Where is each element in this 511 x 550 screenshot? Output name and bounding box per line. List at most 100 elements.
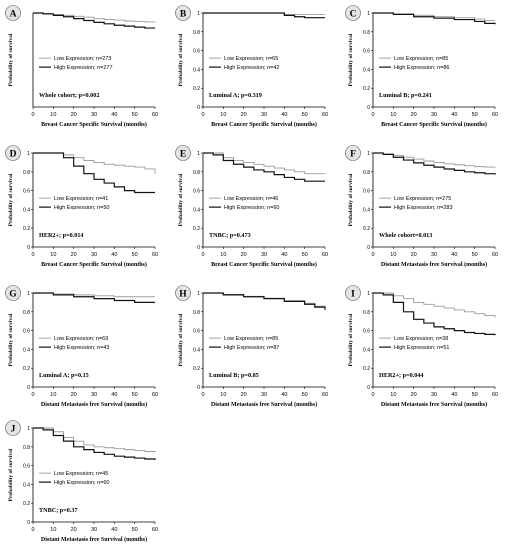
legend-entry: Low Expression; n=275 (394, 196, 451, 202)
legend-entry: Low Expression; n=38 (394, 336, 448, 342)
x-tick-label: 0 (201, 252, 204, 258)
panel-annotation: Luminal A; p=0.15 (39, 372, 89, 379)
low-expression-curve (373, 292, 496, 318)
legend-entry: Low Expression; n=69 (54, 336, 108, 342)
x-tick-label: 60 (322, 392, 328, 398)
panel-letter: E (180, 150, 186, 160)
y-tick-label: 1 (367, 11, 370, 17)
x-tick-label: 60 (492, 392, 498, 398)
x-tick-label: 30 (261, 252, 267, 258)
high-expression-curve (203, 292, 326, 310)
y-tick-label: 0.4 (363, 347, 370, 353)
y-tick-label: 1 (367, 291, 370, 297)
y-axis-label: Probability of survival (348, 173, 354, 226)
y-tick-label: 0 (367, 105, 370, 111)
y-tick-label: 1 (367, 151, 370, 157)
y-tick-label: 0.6 (23, 189, 30, 195)
x-tick-label: 50 (132, 527, 138, 533)
legend-entry: Low Expression; n=41 (54, 196, 108, 202)
x-tick-label: 10 (50, 527, 56, 533)
panel-letter: F (350, 150, 356, 160)
low-expression-curve (33, 427, 156, 453)
legend-entry: High Expression; n=277 (54, 65, 113, 71)
x-tick-label: 50 (472, 252, 478, 258)
x-axis-label: Breast Cancer Specific Survival (months) (381, 121, 487, 128)
low-expression-curve (203, 292, 326, 309)
y-tick-label: 0 (367, 385, 370, 391)
x-tick-label: 0 (31, 252, 34, 258)
x-tick-label: 0 (371, 392, 374, 398)
x-axis-label: Distant Metastasis free Survival (months… (381, 261, 487, 268)
legend-entry: Low Expression; n=46 (224, 196, 278, 202)
y-axis-label: Probability of survival (178, 313, 184, 366)
panel-badge (175, 285, 191, 301)
x-tick-label: 30 (91, 252, 97, 258)
x-axis-label: Distant Metastasis free Survival (months… (41, 536, 147, 543)
x-tick-label: 0 (31, 392, 34, 398)
y-tick-label: 0.6 (363, 329, 370, 335)
y-tick-label: 0.8 (23, 310, 30, 316)
x-tick-label: 10 (220, 392, 226, 398)
y-tick-label: 0.2 (363, 226, 370, 232)
panel-letter: C (350, 10, 357, 20)
y-tick-label: 0.2 (23, 501, 30, 507)
x-tick-label: 30 (431, 112, 437, 118)
x-tick-label: 60 (322, 252, 328, 258)
x-tick-label: 20 (71, 112, 77, 118)
x-tick-label: 50 (302, 112, 308, 118)
high-expression-curve (33, 427, 156, 460)
x-tick-label: 30 (431, 252, 437, 258)
y-tick-label: 0.6 (363, 49, 370, 55)
x-tick-label: 60 (152, 527, 158, 533)
y-tick-label: 0.2 (23, 366, 30, 372)
panel-annotation: Luminal B; p=0.241 (379, 92, 432, 99)
y-tick-label: 0.2 (193, 226, 200, 232)
panel-badge (5, 285, 21, 301)
x-tick-label: 10 (50, 252, 56, 258)
y-tick-label: 1 (27, 291, 30, 297)
x-tick-label: 10 (220, 112, 226, 118)
panel-letter: I (351, 290, 355, 300)
x-tick-label: 10 (390, 392, 396, 398)
x-tick-label: 30 (431, 392, 437, 398)
x-tick-label: 10 (390, 112, 396, 118)
x-tick-label: 50 (132, 112, 138, 118)
km-panel-f: 0 10 20 30 40 50 60 0 0.2 0.4 0.6 0.8 1 Low Expressio… (345, 145, 498, 268)
km-panel-h: 0 10 20 30 40 50 60 0 0.2 0.4 0.6 0.8 1 Low Expressio… (175, 285, 328, 408)
y-tick-label: 0.4 (23, 347, 30, 353)
y-tick-label: 0.6 (193, 49, 200, 55)
x-tick-label: 10 (50, 392, 56, 398)
y-tick-label: 0.8 (193, 30, 200, 36)
y-tick-label: 0.8 (193, 170, 200, 176)
y-tick-label: 0 (367, 245, 370, 251)
km-panel-i: 0 10 20 30 40 50 60 0 0.2 0.4 0.6 0.8 1 Low Expressio… (345, 285, 498, 408)
x-tick-label: 20 (411, 112, 417, 118)
x-tick-label: 40 (451, 252, 457, 258)
x-tick-label: 10 (50, 112, 56, 118)
panel-badge (345, 285, 361, 301)
y-tick-label: 0.4 (193, 347, 200, 353)
y-tick-label: 0.4 (363, 67, 370, 73)
x-tick-label: 30 (91, 112, 97, 118)
km-panel-e: 0 10 20 30 40 50 60 0 0.2 0.4 0.6 0.8 1 Low Expressio… (175, 145, 328, 268)
legend-entry: High Expression; n=51 (394, 345, 450, 351)
km-panel-d: 0 10 20 30 40 50 60 0 0.2 0.4 0.6 0.8 1 Low Expressio… (5, 145, 158, 268)
panel-annotation: TNBC; p=0.473 (209, 232, 251, 239)
y-tick-label: 1 (27, 151, 30, 157)
x-tick-label: 30 (261, 392, 267, 398)
y-tick-label: 0.4 (363, 207, 370, 213)
high-expression-curve (203, 12, 325, 19)
x-tick-label: 0 (371, 252, 374, 258)
y-axis-label: Probability of survival (8, 173, 14, 226)
x-tick-label: 20 (71, 392, 77, 398)
y-tick-label: 0.4 (23, 207, 30, 213)
x-tick-label: 60 (152, 392, 158, 398)
legend-entry: High Expression; n=283 (394, 205, 453, 211)
panel-annotation: HER2+; p=0.044 (379, 372, 424, 379)
x-tick-label: 60 (152, 112, 158, 118)
y-tick-label: 0.8 (363, 170, 370, 176)
x-tick-label: 40 (281, 252, 287, 258)
y-tick-label: 0 (197, 245, 200, 251)
y-tick-label: 0.6 (23, 464, 30, 470)
x-tick-label: 40 (281, 112, 287, 118)
